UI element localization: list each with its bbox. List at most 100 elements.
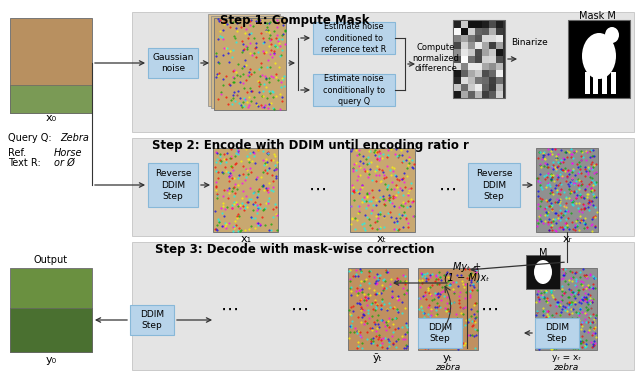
FancyBboxPatch shape [454,35,461,42]
FancyBboxPatch shape [454,84,461,91]
FancyBboxPatch shape [461,35,468,42]
FancyBboxPatch shape [496,70,503,77]
FancyBboxPatch shape [461,42,468,49]
FancyBboxPatch shape [10,308,92,352]
FancyBboxPatch shape [454,56,461,63]
FancyBboxPatch shape [496,49,503,56]
FancyBboxPatch shape [461,84,468,91]
FancyBboxPatch shape [208,14,280,106]
FancyBboxPatch shape [468,91,475,98]
FancyBboxPatch shape [489,49,496,56]
Text: ỹₜ: ỹₜ [373,353,383,363]
Text: Myₜ +: Myₜ + [453,262,481,272]
FancyBboxPatch shape [10,85,92,113]
FancyBboxPatch shape [489,70,496,77]
Text: (1 − M)xₜ: (1 − M)xₜ [444,273,490,283]
FancyBboxPatch shape [496,21,503,28]
FancyBboxPatch shape [489,56,496,63]
Ellipse shape [582,33,616,79]
FancyBboxPatch shape [489,35,496,42]
FancyBboxPatch shape [475,91,482,98]
Text: ⋯: ⋯ [439,181,457,199]
FancyBboxPatch shape [496,28,503,35]
Text: Text R:: Text R: [8,158,41,168]
FancyBboxPatch shape [482,70,489,77]
FancyBboxPatch shape [454,91,461,98]
FancyBboxPatch shape [475,70,482,77]
FancyBboxPatch shape [496,42,503,49]
FancyBboxPatch shape [468,163,520,207]
FancyBboxPatch shape [489,77,496,84]
Text: Output: Output [34,255,68,265]
FancyBboxPatch shape [482,56,489,63]
Text: DDIM
Step: DDIM Step [428,323,452,343]
FancyBboxPatch shape [482,21,489,28]
FancyBboxPatch shape [611,72,616,94]
FancyBboxPatch shape [489,63,496,70]
FancyBboxPatch shape [461,63,468,70]
FancyBboxPatch shape [602,72,607,94]
FancyBboxPatch shape [461,56,468,63]
FancyBboxPatch shape [475,84,482,91]
FancyBboxPatch shape [211,16,283,108]
Ellipse shape [534,260,552,284]
Text: ⋯: ⋯ [291,301,309,319]
FancyBboxPatch shape [468,42,475,49]
FancyBboxPatch shape [350,148,415,232]
Text: Gaussian
noise: Gaussian noise [152,53,194,73]
FancyBboxPatch shape [10,268,92,352]
FancyBboxPatch shape [482,42,489,49]
FancyBboxPatch shape [475,35,482,42]
FancyBboxPatch shape [348,268,408,350]
FancyBboxPatch shape [468,21,475,28]
Text: Compute
normalized
difference: Compute normalized difference [413,43,460,73]
FancyBboxPatch shape [496,77,503,84]
FancyBboxPatch shape [418,318,462,348]
Text: DDIM
Step: DDIM Step [545,323,569,343]
FancyBboxPatch shape [454,63,461,70]
FancyBboxPatch shape [454,21,461,28]
FancyBboxPatch shape [468,56,475,63]
FancyBboxPatch shape [468,35,475,42]
FancyBboxPatch shape [475,77,482,84]
FancyBboxPatch shape [313,22,395,54]
FancyBboxPatch shape [454,49,461,56]
FancyBboxPatch shape [475,28,482,35]
FancyBboxPatch shape [468,70,475,77]
FancyBboxPatch shape [475,56,482,63]
FancyBboxPatch shape [475,21,482,28]
Text: ⋯: ⋯ [309,181,327,199]
FancyBboxPatch shape [213,148,278,232]
FancyBboxPatch shape [475,49,482,56]
FancyBboxPatch shape [132,12,634,132]
FancyBboxPatch shape [489,91,496,98]
FancyBboxPatch shape [535,318,579,348]
FancyBboxPatch shape [461,28,468,35]
Text: M: M [539,248,547,258]
FancyBboxPatch shape [132,242,634,370]
Text: Zebra: Zebra [60,133,89,143]
Text: Mask M: Mask M [579,11,616,21]
Text: Reverse
DDIM
Step: Reverse DDIM Step [476,169,512,200]
Text: DDIM
Step: DDIM Step [140,310,164,330]
Text: x₀: x₀ [45,113,56,123]
Text: Reverse
DDIM
Step: Reverse DDIM Step [155,169,191,200]
FancyBboxPatch shape [536,148,598,232]
FancyBboxPatch shape [132,138,634,236]
Text: y₀: y₀ [45,355,56,365]
FancyBboxPatch shape [482,28,489,35]
FancyBboxPatch shape [535,268,597,350]
FancyBboxPatch shape [461,70,468,77]
FancyBboxPatch shape [214,18,286,110]
FancyBboxPatch shape [489,42,496,49]
FancyBboxPatch shape [461,49,468,56]
Text: Step 3: Decode with mask-wise correction: Step 3: Decode with mask-wise correction [156,243,435,257]
Ellipse shape [605,27,619,43]
Text: zebra: zebra [435,362,461,371]
FancyBboxPatch shape [489,28,496,35]
FancyBboxPatch shape [130,305,174,335]
FancyBboxPatch shape [482,91,489,98]
Text: or Ø: or Ø [54,158,75,168]
FancyBboxPatch shape [585,72,590,94]
Text: Ref.: Ref. [8,148,26,158]
